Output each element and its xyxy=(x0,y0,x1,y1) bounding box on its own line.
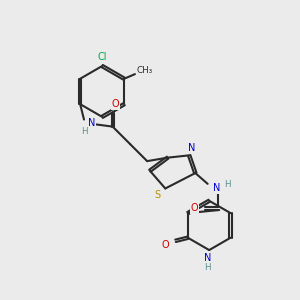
Text: N: N xyxy=(213,184,220,194)
Text: Cl: Cl xyxy=(98,52,107,62)
Text: CH₃: CH₃ xyxy=(136,66,152,75)
Text: N: N xyxy=(188,143,195,153)
Text: O: O xyxy=(191,203,198,214)
Text: N: N xyxy=(204,253,211,263)
Text: S: S xyxy=(154,190,161,200)
Text: O: O xyxy=(162,240,169,250)
Text: H: H xyxy=(204,262,211,272)
Text: O: O xyxy=(112,99,119,109)
Text: N: N xyxy=(88,118,95,128)
Text: H: H xyxy=(82,128,88,136)
Text: H: H xyxy=(224,180,231,189)
